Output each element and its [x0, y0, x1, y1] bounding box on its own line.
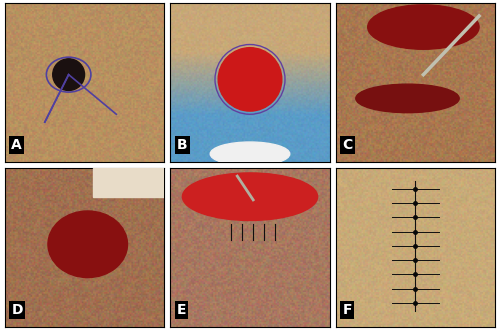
Bar: [92, 168, 164, 197]
Text: D: D: [12, 303, 23, 317]
Circle shape: [52, 59, 84, 90]
Text: F: F: [342, 303, 352, 317]
Ellipse shape: [182, 173, 318, 220]
Text: A: A: [12, 138, 22, 152]
Circle shape: [218, 48, 282, 111]
Ellipse shape: [356, 84, 459, 113]
Ellipse shape: [368, 5, 479, 49]
Ellipse shape: [48, 211, 128, 278]
Ellipse shape: [210, 142, 290, 166]
Text: B: B: [177, 138, 188, 152]
Text: C: C: [342, 138, 352, 152]
Text: E: E: [177, 303, 186, 317]
